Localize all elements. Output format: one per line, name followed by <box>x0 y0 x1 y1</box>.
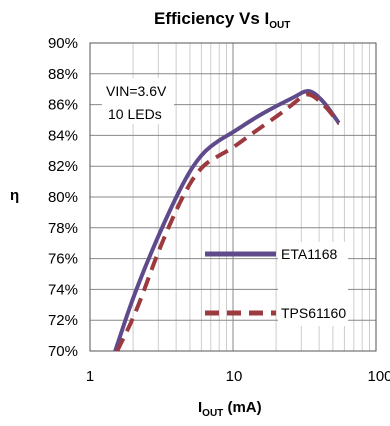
x-tick-labels: 1 10 100 <box>86 368 390 385</box>
y-tick-label: 88% <box>48 66 78 83</box>
chart-title-main: Efficiency Vs I <box>154 9 269 28</box>
x-tick-label: 100 <box>367 368 390 385</box>
series-line-tps61160 <box>115 92 341 352</box>
y-tick-label: 74% <box>48 281 78 298</box>
plot-frame <box>89 42 377 352</box>
y-tick-label: 80% <box>48 189 78 206</box>
x-axis-label-subscript: OUT <box>202 408 223 419</box>
x-tick-label: 10 <box>226 368 243 385</box>
chart-title: Efficiency Vs IOUT <box>154 9 290 31</box>
x-axis-label: IOUT (mA) <box>198 399 262 419</box>
x-tick-label: 1 <box>86 368 94 385</box>
annotation-leds: 10 LEDs <box>108 106 162 122</box>
y-tick-label: 72% <box>48 312 78 329</box>
chart-title-subscript: OUT <box>269 20 290 31</box>
annotation-vin: VIN=3.6V <box>106 83 167 99</box>
annotation-background <box>102 78 174 124</box>
y-tick-label: 78% <box>48 220 78 237</box>
y-tick-labels: 90% 88% 86% 84% 82% 80% 78% 76% 74% 72% 70% <box>48 35 78 360</box>
y-tick-label: 76% <box>48 251 78 268</box>
y-axis-label: η <box>10 187 19 204</box>
x-axis-label-main: I <box>198 399 202 416</box>
x-axis-label-unit: (mA) <box>223 399 261 416</box>
y-tick-label: 86% <box>48 97 78 114</box>
y-tick-label: 70% <box>48 343 78 360</box>
series-layer <box>113 89 341 352</box>
y-tick-label: 90% <box>48 35 78 52</box>
y-tick-label: 82% <box>48 158 78 175</box>
legend-background <box>278 242 348 326</box>
y-tick-label: 84% <box>48 127 78 144</box>
legend: ETA1168 TPS61160 <box>205 242 348 326</box>
legend-label-tps61160: TPS61160 <box>281 305 346 321</box>
legend-label-eta1168: ETA1168 <box>281 246 338 262</box>
series-line-eta1168 <box>113 89 341 352</box>
